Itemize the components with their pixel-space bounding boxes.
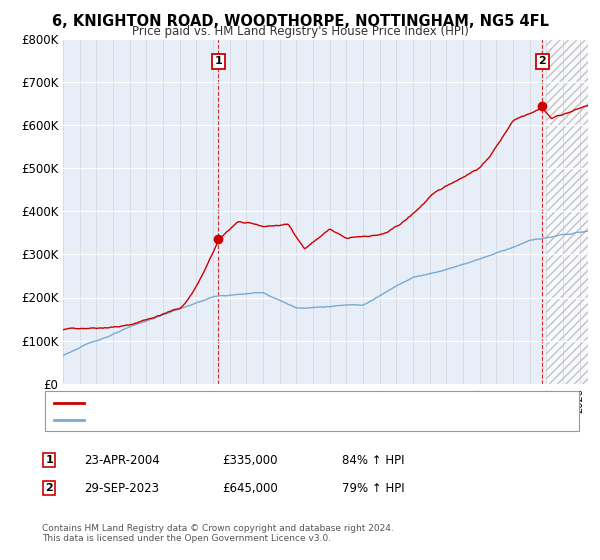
- Text: 84% ↑ HPI: 84% ↑ HPI: [342, 454, 404, 467]
- Text: 1: 1: [46, 455, 53, 465]
- Text: £645,000: £645,000: [222, 482, 278, 495]
- Text: £335,000: £335,000: [222, 454, 277, 467]
- Text: Contains HM Land Registry data © Crown copyright and database right 2024.
This d: Contains HM Land Registry data © Crown c…: [42, 524, 394, 543]
- Text: 6, KNIGHTON ROAD, WOODTHORPE, NOTTINGHAM, NG5 4FL: 6, KNIGHTON ROAD, WOODTHORPE, NOTTINGHAM…: [52, 14, 548, 29]
- Text: 6, KNIGHTON ROAD, WOODTHORPE, NOTTINGHAM, NG5 4FL (detached house): 6, KNIGHTON ROAD, WOODTHORPE, NOTTINGHAM…: [90, 398, 499, 408]
- Text: Price paid vs. HM Land Registry's House Price Index (HPI): Price paid vs. HM Land Registry's House …: [131, 25, 469, 38]
- Text: HPI: Average price, detached house, Gedling: HPI: Average price, detached house, Gedl…: [90, 415, 323, 424]
- Text: 23-APR-2004: 23-APR-2004: [84, 454, 160, 467]
- Text: 2: 2: [538, 57, 546, 67]
- Text: 79% ↑ HPI: 79% ↑ HPI: [342, 482, 404, 495]
- Bar: [547, 39, 588, 384]
- Text: 29-SEP-2023: 29-SEP-2023: [84, 482, 159, 495]
- Text: 2: 2: [46, 483, 53, 493]
- Text: 1: 1: [214, 57, 222, 67]
